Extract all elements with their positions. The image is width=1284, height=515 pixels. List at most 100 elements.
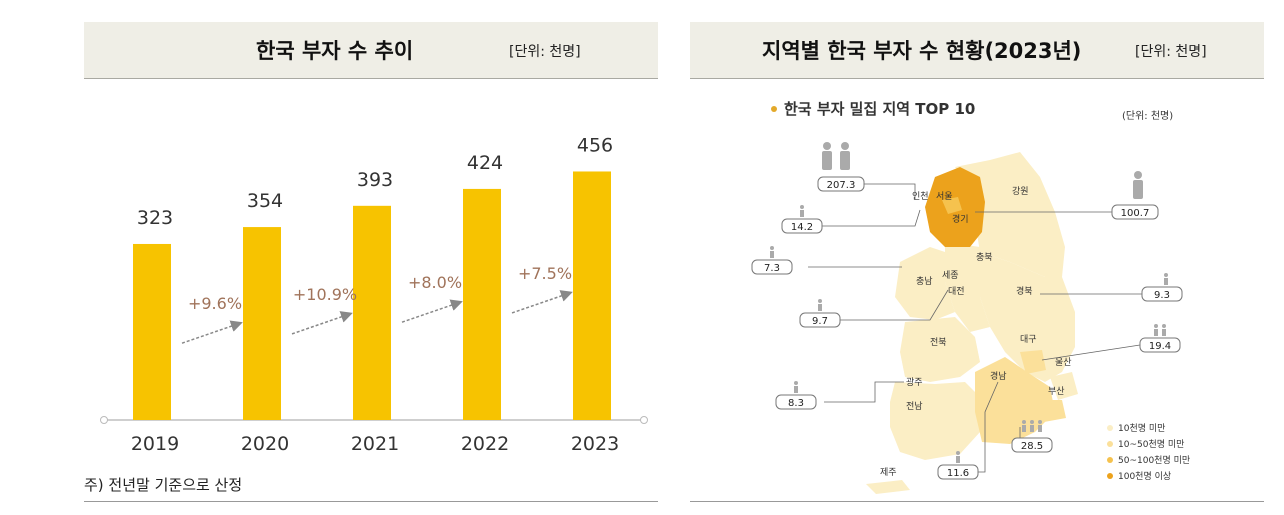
map-legend: 10천명 미만 10~50천명 미만 50~100천명 미만 100천명 이상 <box>1107 423 1190 482</box>
region-chungnam <box>895 247 955 320</box>
region-jeonbuk <box>900 317 980 382</box>
callout-gyeongnam: 11.6 <box>947 468 969 479</box>
regional-map-panel: 지역별 한국 부자 수 현황(2023년) [단위: 천명] 한국 부자 밀집 … <box>690 22 1264 502</box>
footnote: 주) 전년말 기준으로 산정 <box>84 476 243 494</box>
footer-divider <box>84 501 658 502</box>
footer-divider <box>690 501 1264 502</box>
person-icon <box>822 142 832 170</box>
person-icon <box>956 451 960 463</box>
heading-bullet-icon <box>771 106 777 112</box>
region-labels: 인천 서울 경기 강원 충북 충남 세종 대전 경북 전북 대구 울산 경남 부… <box>880 186 1072 478</box>
axis-end-dot <box>640 416 648 424</box>
legend-swatch <box>1107 473 1113 479</box>
bar-2022 <box>463 188 501 420</box>
category-label: 2019 <box>131 433 179 455</box>
legend-label: 100천명 이상 <box>1118 471 1171 482</box>
callout-daegu: 19.4 <box>1149 341 1171 352</box>
region-label-jeonbuk: 전북 <box>930 337 947 348</box>
bar-2023 <box>573 171 611 420</box>
panel-header: 한국 부자 수 추이 [단위: 천명] <box>84 22 658 79</box>
korea-map: 한국 부자 밀집 지역 TOP 10 (단위: 천명) 인천 서울 경기 강원 … <box>751 100 1190 494</box>
region-jeju <box>866 480 910 494</box>
person-icon <box>1162 324 1166 336</box>
value-label: 354 <box>247 190 283 212</box>
legend-swatch <box>1107 441 1113 447</box>
map-heading: 한국 부자 밀집 지역 TOP 10 <box>784 100 975 118</box>
person-icon <box>1164 273 1168 285</box>
category-label: 2023 <box>571 433 619 455</box>
bar-chart: 323 2019 354 2020 393 2021 424 2022 456 2023 +9.6%… <box>100 134 648 455</box>
person-icon <box>1030 420 1034 432</box>
callout-gyeongbuk: 9.3 <box>1154 290 1170 301</box>
value-label: 323 <box>137 207 173 229</box>
region-label-daegu: 대구 <box>1020 334 1037 345</box>
growth-arrow-icon <box>401 299 463 323</box>
value-label: 424 <box>467 152 503 174</box>
callout-chungnam: 7.3 <box>764 263 780 274</box>
region-label-chungbuk: 충북 <box>976 252 993 263</box>
person-icon <box>800 205 804 217</box>
bar-2019 <box>133 243 171 420</box>
region-seoul <box>942 197 962 214</box>
growth-label: +7.5% <box>518 264 572 283</box>
region-label-jeonnam: 전남 <box>906 401 923 412</box>
region-gyeongnam <box>975 357 1055 444</box>
person-icon <box>1038 420 1042 432</box>
callout-daejeon: 9.7 <box>812 316 828 327</box>
region-label-incheon: 인천 <box>912 191 929 202</box>
legend-swatch <box>1107 425 1113 431</box>
callout-busan: 28.5 <box>1021 441 1043 452</box>
person-icon <box>1133 171 1143 199</box>
region-ulsan <box>1050 372 1078 400</box>
callout-leaders <box>808 183 1142 473</box>
region-label-chungnam: 충남 <box>916 276 933 287</box>
map-unit: (단위: 천명) <box>1122 109 1173 122</box>
region-chungbuk <box>945 242 990 332</box>
region-label-gyeongbuk: 경북 <box>1016 285 1033 297</box>
bar-2021 <box>353 205 391 420</box>
rich-population-trend-panel: 한국 부자 수 추이 [단위: 천명] 323 2019 354 2020 393 202… <box>84 22 658 502</box>
callout-gwangju: 8.3 <box>788 398 804 409</box>
person-icon <box>794 381 798 393</box>
growth-label: +8.0% <box>408 273 462 292</box>
panel-header: 지역별 한국 부자 수 현황(2023년) [단위: 천명] <box>690 22 1264 79</box>
legend-swatch <box>1107 457 1113 463</box>
region-label-sejong: 세종 <box>942 270 959 281</box>
legend-label: 10~50천명 미만 <box>1118 439 1184 450</box>
person-icon <box>1154 324 1158 336</box>
region-daegu <box>1020 350 1046 374</box>
legend-label: 10천명 미만 <box>1118 423 1165 434</box>
map-panel-title: 지역별 한국 부자 수 현황(2023년) <box>762 39 1082 63</box>
category-label: 2022 <box>461 433 509 455</box>
region-label-jeju: 제주 <box>880 467 897 478</box>
region-jeonnam <box>890 382 980 460</box>
person-icons <box>770 142 1168 463</box>
region-label-seoul: 서울 <box>936 191 953 202</box>
callout-seoul: 207.3 <box>827 180 856 191</box>
value-label: 393 <box>357 169 393 191</box>
region-gangwon-east <box>955 152 1065 277</box>
category-label: 2021 <box>351 433 399 455</box>
growth-arrow-icon <box>511 290 573 314</box>
region-label-gwangju: 광주 <box>906 376 923 388</box>
unit-label: [단위: 천명] <box>1135 44 1207 60</box>
bar-2020 <box>243 227 281 420</box>
growth-label: +9.6% <box>188 294 242 313</box>
person-icon <box>1022 420 1026 432</box>
region-gyeongbuk <box>980 252 1075 382</box>
category-label: 2020 <box>241 433 289 455</box>
region-label-daejeon: 대전 <box>948 286 965 297</box>
person-icon <box>818 299 822 311</box>
region-label-ulsan: 울산 <box>1055 357 1072 368</box>
callout-gyeonggi: 100.7 <box>1121 208 1150 219</box>
region-label-busan: 부산 <box>1048 386 1065 397</box>
chart-title: 한국 부자 수 추이 <box>256 39 414 63</box>
callout-incheon: 14.2 <box>791 222 813 233</box>
person-icon <box>840 142 850 170</box>
growth-label: +10.9% <box>293 285 357 304</box>
unit-label: [단위: 천명] <box>509 44 581 60</box>
region-label-gyeonggi: 경기 <box>952 213 969 225</box>
callouts: 207.3 14.2 7.3 9.7 8.3 11.6 28.5 100.7 9… <box>751 176 1183 480</box>
value-label: 456 <box>577 134 613 156</box>
legend-label: 50~100천명 미만 <box>1118 455 1190 466</box>
